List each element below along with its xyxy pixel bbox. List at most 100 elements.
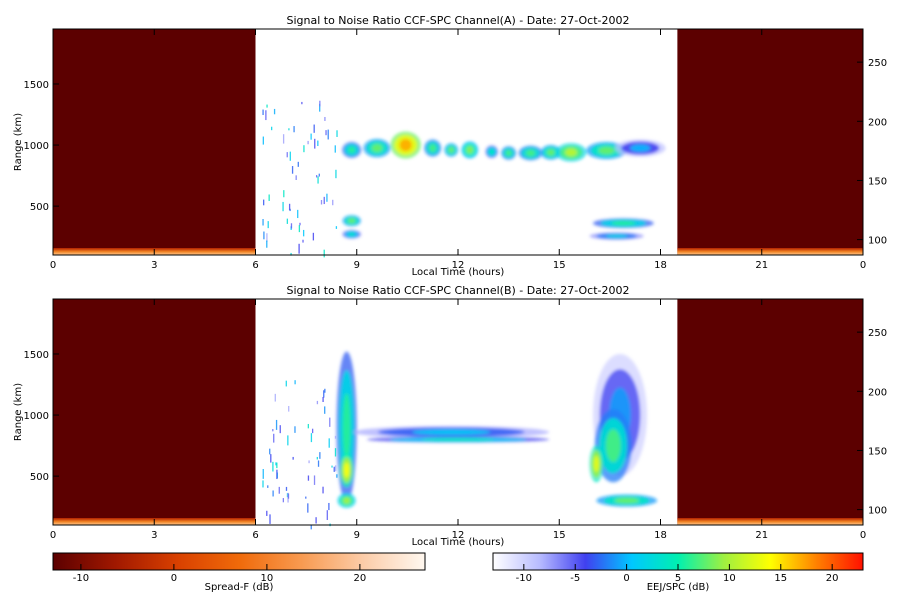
panel-b-noise-speck bbox=[307, 423, 309, 429]
panel-a-y2tick-label: 100 bbox=[868, 236, 887, 247]
panel-a-noise-speck bbox=[266, 240, 268, 248]
panel-a-noise-speck bbox=[302, 239, 304, 243]
panel-a-noise-speck bbox=[266, 233, 268, 242]
panel-a-noise-speck bbox=[297, 161, 299, 167]
panel-b-noise-speck bbox=[294, 426, 296, 433]
cbar-1-tick-label: -5 bbox=[570, 573, 580, 584]
panel-b-noise-speck bbox=[322, 396, 324, 403]
panel-a-noise-speck bbox=[318, 173, 320, 177]
panel-a-noise-speck bbox=[266, 104, 268, 108]
panel-b-noise-speck bbox=[287, 493, 290, 499]
panel-b-noise-speck bbox=[288, 405, 290, 412]
panel-b-ytick-label: 500 bbox=[30, 472, 49, 483]
panel-b-title: Signal to Noise Ratio CCF-SPC Channel(B)… bbox=[286, 284, 629, 297]
panel-b-echo bbox=[342, 393, 351, 462]
panel-b-y2tick-label: 150 bbox=[868, 446, 887, 457]
panel-b-xtick-label: 3 bbox=[151, 530, 157, 541]
panel-a-noise-speck bbox=[332, 199, 334, 206]
panel-a-noise-speck bbox=[310, 133, 312, 140]
panel-a-noise-speck bbox=[293, 126, 295, 133]
cbar-1-tick-label: 10 bbox=[723, 573, 736, 584]
panel-b-y2tick-label: 250 bbox=[868, 328, 887, 339]
panel-a-echo bbox=[347, 146, 356, 154]
cbar-0-tick-label: 0 bbox=[171, 573, 177, 584]
panel-b-noise-speck bbox=[310, 524, 312, 530]
panel-a-noise-speck bbox=[291, 166, 294, 174]
panel-b-xtick-label: 12 bbox=[452, 530, 465, 541]
panel-b-noise-speck bbox=[322, 486, 324, 494]
panel-a-xtick-label: 12 bbox=[452, 260, 465, 271]
panel-a-xtick-label: 6 bbox=[252, 260, 258, 271]
panel-b-night-layer bbox=[53, 299, 863, 525]
panel-a-noise-speck bbox=[288, 203, 291, 211]
panel-a-noise-speck bbox=[265, 110, 267, 121]
panel-b-noise-speck bbox=[324, 406, 326, 414]
panel-b-noise-speck bbox=[279, 425, 281, 434]
panel-b-night-window bbox=[677, 299, 863, 525]
panel-b-xtick-label: 0 bbox=[50, 530, 56, 541]
panel-a-xtick-label: 0 bbox=[860, 260, 866, 271]
panel-b-noise-speck bbox=[310, 433, 313, 443]
panel-b-noise-speck bbox=[262, 469, 264, 479]
panel-a-noise-speck bbox=[314, 138, 316, 149]
panel-a-noise-speck bbox=[320, 199, 323, 205]
panel-a-echo bbox=[546, 149, 555, 156]
panel-b-noise-speck bbox=[331, 465, 333, 468]
panel-b-xtick-label: 18 bbox=[654, 530, 667, 541]
panel-b-noise-speck bbox=[316, 456, 318, 460]
panel-b-xtick-label: 21 bbox=[755, 530, 768, 541]
panel-b-noise-speck bbox=[273, 433, 275, 443]
panel-b-echo bbox=[614, 497, 639, 504]
panel-a-noise-speck bbox=[327, 129, 329, 140]
panel-b-xlabel: Local Time (hours) bbox=[412, 537, 505, 548]
panel-a-y2tick-label: 250 bbox=[868, 58, 887, 69]
panel-b-noise-speck bbox=[292, 456, 294, 460]
panel-b-xtick-label: 0 bbox=[860, 530, 866, 541]
panel-a-echo bbox=[611, 221, 636, 226]
panel-a-echo bbox=[505, 149, 512, 157]
colorbar-spread-f-bar bbox=[52, 552, 426, 571]
panel-a-xtick-label: 21 bbox=[755, 260, 768, 271]
panel-a-night-window bbox=[677, 29, 863, 255]
panel-b-noise-speck bbox=[266, 510, 268, 516]
panel-b-ytick-label: 1500 bbox=[24, 350, 49, 361]
panel-a-noise-speck bbox=[295, 175, 297, 180]
panel-a-noise-speck bbox=[324, 116, 326, 121]
panel-b-noise-speck bbox=[278, 486, 280, 494]
panel-b-xtick-label: 15 bbox=[553, 530, 566, 541]
panel-b-noise-speck bbox=[326, 510, 328, 520]
panel-a-title: Signal to Noise Ratio CCF-SPC Channel(A)… bbox=[286, 14, 629, 27]
panel-a-noise-speck bbox=[288, 128, 290, 131]
cbar-0-tick-label: 20 bbox=[354, 573, 367, 584]
panel-b-night-window bbox=[53, 299, 256, 525]
panel-a-noise-speck bbox=[290, 223, 293, 229]
panel-a-noise-speck bbox=[312, 232, 315, 241]
panel-b-echo bbox=[421, 438, 495, 441]
panel-b-noise-speck bbox=[333, 466, 335, 472]
panel-a-echo bbox=[429, 144, 437, 152]
panel-a-noise-speck bbox=[319, 100, 321, 107]
panel-b-ytick-label: 1000 bbox=[24, 411, 49, 422]
panel-a-night-window bbox=[53, 29, 256, 255]
panel-a-noise-speck bbox=[298, 243, 300, 254]
panel-b-noise-speck bbox=[329, 417, 331, 427]
panel-a-noise-speck bbox=[313, 124, 315, 133]
panel-a-noise-speck bbox=[323, 249, 325, 258]
panel-a-noise-speck bbox=[335, 169, 337, 179]
panel-a-echo bbox=[348, 232, 356, 237]
panel-a-echo bbox=[598, 146, 615, 155]
panel-b-noise-speck bbox=[267, 485, 269, 488]
panel-b-noise-speck bbox=[276, 469, 278, 480]
panel-a-noise-speck bbox=[268, 194, 270, 201]
panel-b-noise-speck bbox=[287, 435, 289, 446]
panel-a-xtick-label: 0 bbox=[50, 260, 56, 271]
panel-a-noise-speck bbox=[319, 103, 321, 112]
cbar-1-tick-label: 15 bbox=[774, 573, 787, 584]
cbar-0-tick-label: 10 bbox=[261, 573, 274, 584]
panel-channel-a: Signal to Noise Ratio CCF-SPC Channel(A)… bbox=[13, 14, 887, 278]
panel-a-noise-speck bbox=[323, 196, 325, 205]
panel-a-ylabel: Range (km) bbox=[13, 113, 24, 171]
panel-a-echo bbox=[448, 146, 454, 153]
panel-b-noise-speck bbox=[272, 428, 274, 432]
panel-a-ytick-label: 1000 bbox=[24, 141, 49, 152]
